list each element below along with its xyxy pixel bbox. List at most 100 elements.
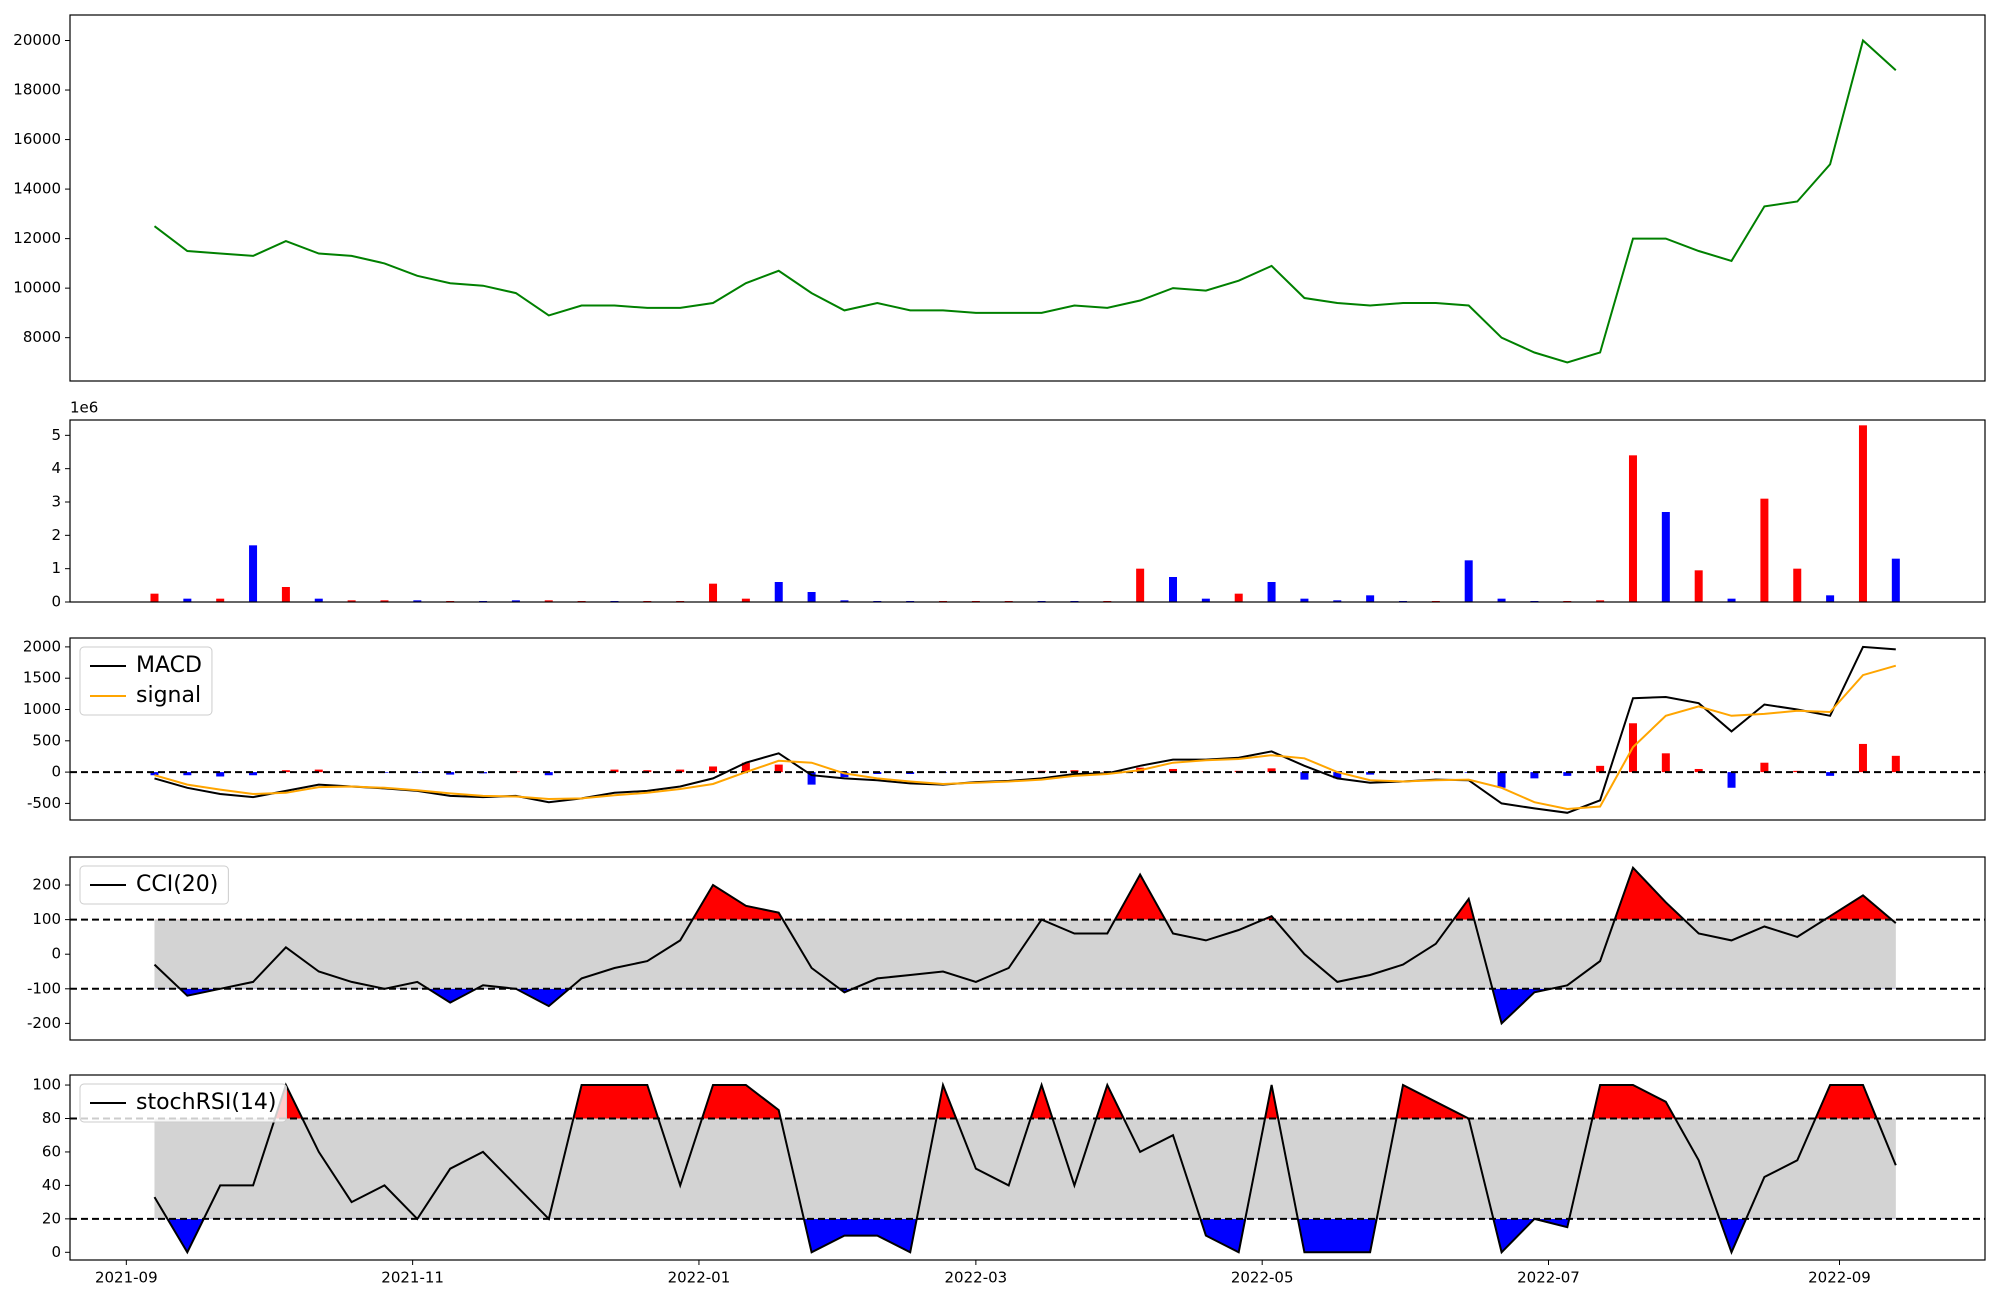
y-tick-label: 1000 [23,700,61,718]
axes-frame [69,419,1986,603]
bar [511,600,520,602]
bar [1300,598,1309,602]
bar [1464,560,1473,602]
legend-box [79,1083,287,1123]
histogram-bar [314,769,323,773]
histogram-bar [610,769,619,773]
panel: 0 20 40 60 80 100 2021-09 2021-11 2022-01 2022-03… [32,1074,1986,1287]
y-tick-label: 3 [51,493,61,511]
series-line [153,38,1897,364]
legend-label: signal [136,683,201,708]
panel: 8000 10000 12000 14000 16000 18000 20000 [13,14,1986,382]
y-tick-label: 4 [51,459,61,477]
y-tick-label: 2000 [23,637,61,655]
axis-offset-label: 1e6 [70,399,98,417]
bar [1760,498,1769,602]
bar [347,600,356,602]
histogram-bar [1333,772,1342,779]
y-tick-label: -200 [27,1014,61,1032]
y-tick-label: 10000 [13,279,61,297]
legend-box [79,646,213,716]
panel: -200 -100 0 100 200 CCI(20) [27,856,1986,1041]
neutral-band [154,919,1896,989]
plot-area [70,1081,1985,1256]
y-tick-label: 12000 [13,229,61,247]
bar [1169,577,1178,602]
histogram-bar [709,766,718,773]
x-tick-label: 2022-05 [1231,1269,1294,1287]
legend-label: CCI(20) [136,872,218,897]
y-tick-label: 40 [42,1176,61,1194]
y-tick-label: 100 [32,1076,61,1094]
bar [380,600,389,602]
y-tick-label: 1 [51,559,61,577]
plot-area [153,38,1897,364]
bar [1136,568,1145,602]
x-tick-label: 2021-11 [381,1269,444,1287]
x-tick-label: 2022-01 [668,1269,731,1287]
bar [741,598,750,602]
x-tick-label: 2021-09 [95,1269,158,1287]
y-tick-label: 100 [32,910,61,928]
y-tick-label: 0 [51,945,61,963]
legend-label: MACD [136,653,202,678]
bar [281,587,290,602]
y-tick-label: 18000 [13,81,61,99]
histogram-bar [1694,768,1703,773]
histogram-bar [1596,765,1605,773]
histogram-bar [676,769,685,773]
bar [544,600,553,602]
bar [1727,598,1736,602]
histogram-bar [774,764,783,773]
y-tick-label: 60 [42,1142,61,1160]
histogram-bar [1169,768,1178,773]
axes-frame [69,856,1986,1041]
legend: stochRSI(14) [79,1083,287,1123]
bar [1596,600,1605,602]
bar [1201,598,1210,602]
histogram-bar [807,772,816,785]
legend-box [79,865,229,905]
y-tick-label: 8000 [23,328,61,346]
histogram-bar [446,772,455,775]
axes-frame [69,1074,1986,1261]
bar [314,598,323,602]
legend-label: stochRSI(14) [136,1090,277,1115]
plot-area [70,645,1985,814]
histogram-bar [840,772,849,778]
histogram-bar [1661,753,1670,773]
x-tick-label: 2022-09 [1808,1269,1871,1287]
histogram-bar [1891,755,1900,773]
histogram-bar [1563,772,1572,776]
overbought-fill [274,1085,1877,1119]
y-tick-label: 0 [51,763,61,781]
panel: 0 1 2 3 4 5 1e6 [51,399,1986,611]
y-tick-label: 500 [32,731,61,749]
bar [1661,512,1670,602]
histogram-bar [1530,772,1539,779]
y-tick-label: 5 [51,426,61,444]
series-line [153,865,1897,1026]
bar [840,600,849,602]
axes-frame [69,637,1986,821]
histogram-bar [183,772,192,776]
bar [1333,600,1342,602]
bar [1793,568,1802,602]
histogram-bar [1760,762,1769,773]
histogram-bar [249,772,258,776]
histogram-bar [1497,772,1506,788]
histogram-bar [1858,743,1867,773]
histogram-bar [150,772,159,776]
y-tick-label: -500 [27,794,61,812]
bar [1267,582,1276,602]
series-line [153,1081,1897,1256]
bar [413,600,422,602]
histogram-bar [544,772,553,776]
histogram-bar [1267,768,1276,773]
bar [807,592,816,602]
bar [216,598,225,602]
x-tick-label: 2022-03 [945,1269,1008,1287]
histogram-bar [1727,772,1736,788]
